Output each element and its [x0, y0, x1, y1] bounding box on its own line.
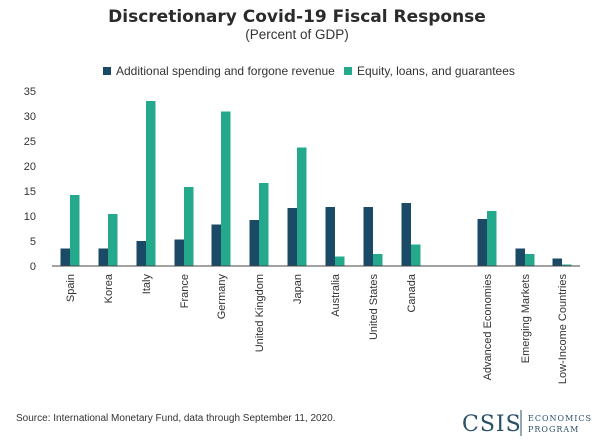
- bar-equity: [411, 244, 421, 266]
- category-label: Italy: [141, 274, 153, 295]
- csis-logo: CSIS ECONOMICS PROGRAM: [462, 410, 592, 437]
- legend-swatch-equity: [344, 67, 352, 75]
- logo-line-2: PROGRAM: [528, 425, 579, 434]
- bar-spending: [249, 220, 259, 266]
- bar-spending: [98, 248, 108, 266]
- bar-equity: [146, 101, 156, 266]
- bar-spending: [287, 208, 297, 266]
- category-label: Japan: [292, 274, 304, 304]
- bar-equity: [373, 254, 383, 266]
- bar-equity: [297, 147, 307, 266]
- category-label: Low-Income Countries: [557, 274, 569, 385]
- category-label: Advanced Economies: [482, 274, 494, 381]
- category-label: United Kingdom: [254, 274, 266, 352]
- category-label: Germany: [216, 274, 228, 320]
- y-tick-label: 5: [30, 236, 36, 248]
- y-tick-label: 0: [30, 261, 36, 273]
- y-tick-label: 10: [24, 211, 36, 223]
- category-label: France: [179, 274, 191, 308]
- bar-equity: [221, 111, 231, 266]
- y-tick-label: 20: [24, 161, 36, 173]
- bar-spending: [515, 248, 525, 266]
- y-tick-label: 30: [24, 111, 36, 123]
- legend-label-spending: Additional spending and forgone revenue: [116, 64, 335, 78]
- bar-spending: [136, 241, 146, 266]
- y-tick-label: 15: [24, 186, 36, 198]
- y-tick-label: 35: [24, 86, 36, 98]
- bar-equity: [562, 264, 572, 266]
- y-tick-label: 25: [24, 136, 36, 148]
- logo-wordmark: CSIS: [462, 412, 522, 437]
- category-label: Spain: [65, 274, 77, 302]
- bar-spending: [60, 248, 70, 266]
- bar-spending: [325, 207, 335, 266]
- bar-spending: [477, 219, 487, 266]
- legend: Additional spending and forgone revenue …: [103, 64, 515, 78]
- bar-equity: [108, 214, 118, 266]
- y-axis: 0 5 10 15 20 25 30 35: [24, 86, 36, 273]
- bar-equity: [335, 256, 345, 266]
- source-note: Source: International Monetary Fund, dat…: [16, 413, 335, 424]
- bar-equity: [259, 183, 269, 266]
- legend-swatch-spending: [103, 67, 111, 75]
- x-axis-labels: Spain Korea Italy France Germany United Kingd…: [65, 273, 569, 384]
- logo-line-1: ECONOMICS: [528, 414, 592, 423]
- bar-spending: [174, 239, 184, 266]
- bar-spending: [552, 258, 562, 266]
- bar-equity: [184, 187, 194, 266]
- bar-equity: [70, 195, 80, 266]
- chart-title: Discretionary Covid-19 Fiscal Response: [108, 7, 486, 27]
- bars: [60, 101, 572, 266]
- category-label: Korea: [103, 273, 115, 303]
- bar-equity: [525, 254, 535, 266]
- category-label: Canada: [406, 273, 418, 312]
- chart-subtitle: (Percent of GDP): [245, 27, 349, 42]
- bar-spending: [363, 207, 373, 266]
- category-label: Australia: [330, 273, 342, 317]
- category-label: Emerging Markets: [520, 274, 532, 364]
- category-label: United States: [368, 274, 380, 341]
- legend-label-equity: Equity, loans, and guarantees: [357, 64, 515, 78]
- bar-spending: [401, 203, 411, 266]
- bar-spending: [211, 224, 221, 266]
- bar-equity: [487, 211, 497, 266]
